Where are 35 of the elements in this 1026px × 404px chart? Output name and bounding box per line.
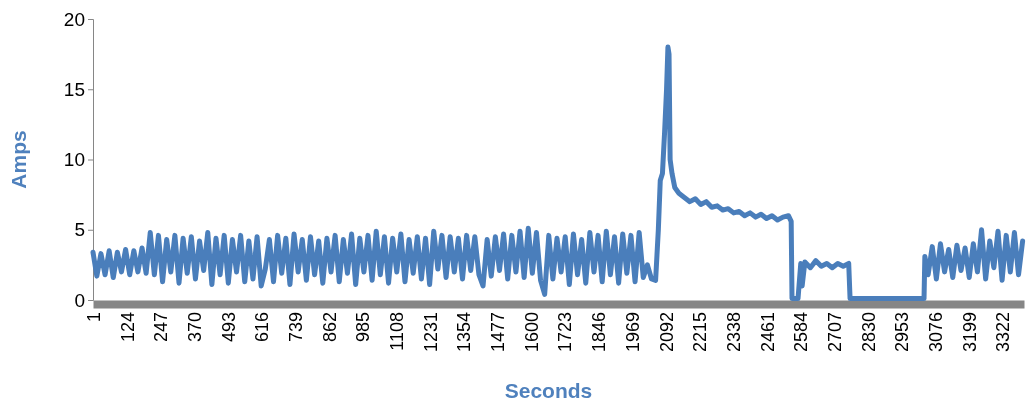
x-tick-label: 2461 bbox=[757, 312, 778, 353]
x-tick-label: 2830 bbox=[858, 312, 879, 353]
x-tick-label: 862 bbox=[319, 312, 340, 343]
y-tick-label: 0 bbox=[74, 289, 85, 311]
x-tick-label: 1969 bbox=[622, 312, 643, 353]
x-tick-label: 1723 bbox=[555, 312, 576, 353]
y-tick-label: 10 bbox=[63, 149, 85, 171]
x-tick-label: 1354 bbox=[454, 312, 475, 353]
y-tick-label: 20 bbox=[63, 8, 85, 30]
x-tick-label: 2338 bbox=[723, 312, 744, 353]
x-tick-label: 2215 bbox=[690, 312, 711, 353]
x-tick-label: 1477 bbox=[488, 312, 509, 353]
y-axis-title: Amps bbox=[7, 130, 30, 189]
x-tick-label: 2092 bbox=[656, 312, 677, 353]
x-tick-label: 1600 bbox=[521, 312, 542, 353]
x-tick-label: 493 bbox=[218, 312, 239, 343]
x-tick-label: 3322 bbox=[993, 312, 1014, 353]
x-axis-title: Seconds bbox=[504, 379, 593, 402]
x-tick-label: 616 bbox=[252, 312, 273, 343]
x-tick-label: 2707 bbox=[824, 312, 845, 353]
x-tick-label: 739 bbox=[285, 312, 306, 343]
x-tick-label: 124 bbox=[117, 312, 138, 343]
x-tick-label: 2584 bbox=[791, 312, 812, 353]
x-tick-label: 1 bbox=[83, 312, 104, 323]
x-tick-label: 1108 bbox=[387, 312, 408, 351]
x-tick-label: 247 bbox=[151, 312, 172, 343]
x-tick-label: 1231 bbox=[420, 312, 441, 353]
x-tick-label: 3199 bbox=[959, 312, 980, 353]
x-tick-label: 985 bbox=[353, 312, 374, 343]
y-tick-label: 5 bbox=[74, 219, 85, 241]
x-tick-label: 370 bbox=[184, 312, 205, 343]
x-tick-label: 2953 bbox=[892, 312, 913, 353]
x-tick-label: 1846 bbox=[589, 312, 610, 353]
x-tick-label: 3076 bbox=[926, 312, 947, 353]
y-tick-label: 15 bbox=[63, 78, 85, 100]
